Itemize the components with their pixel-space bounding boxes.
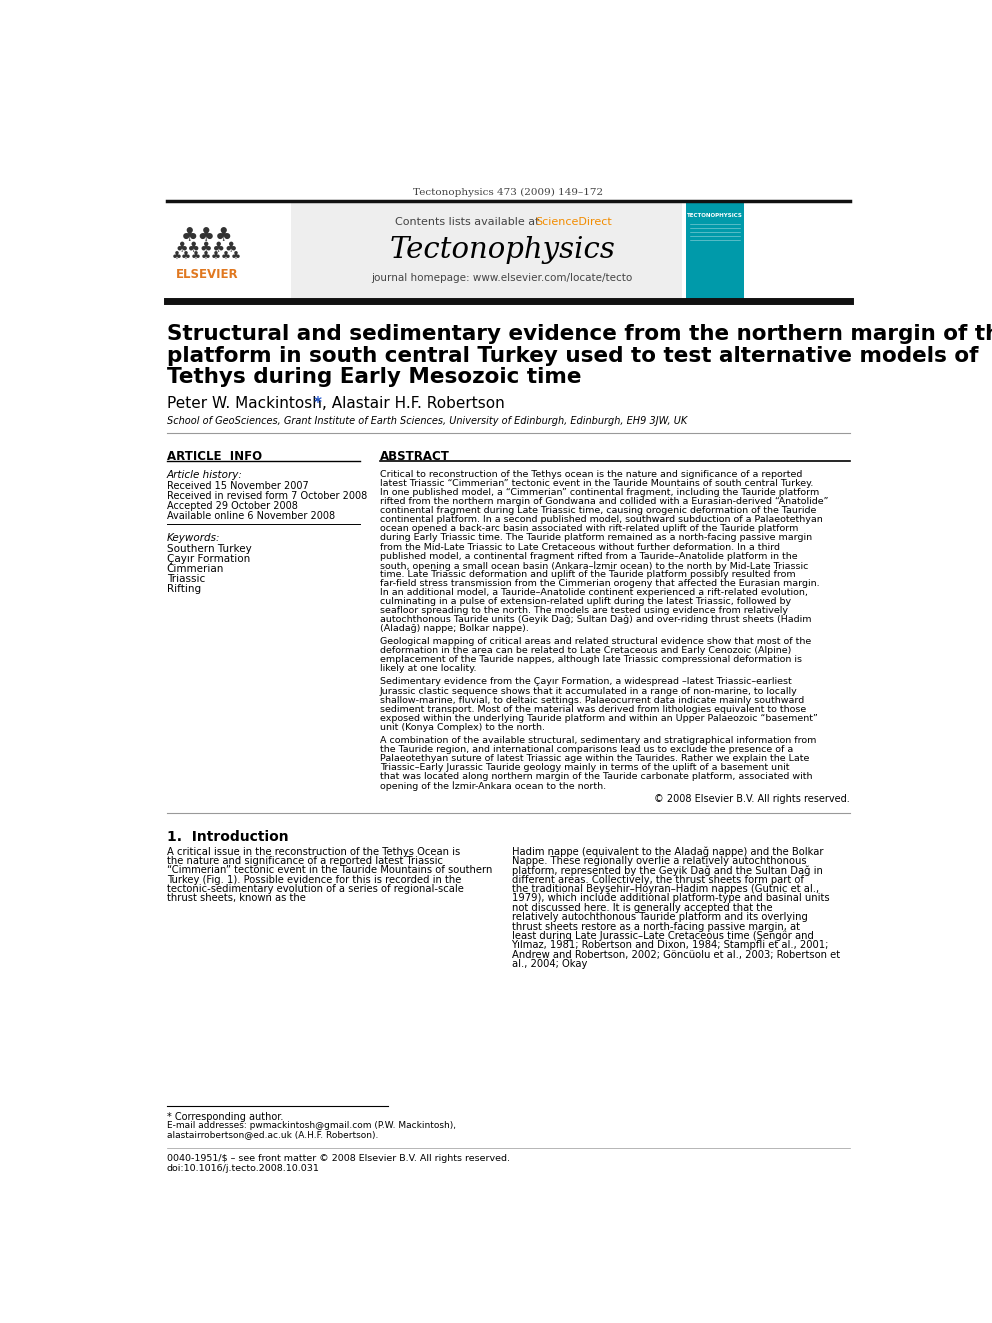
- Bar: [167, 202, 682, 299]
- Text: autochthonous Tauride units (Geyik Dağ; Sultan Dağ) and over-riding thrust sheet: autochthonous Tauride units (Geyik Dağ; …: [380, 615, 811, 624]
- Text: Triassic–Early Jurassic Tauride geology mainly in terms of the uplift of a basem: Triassic–Early Jurassic Tauride geology …: [380, 763, 790, 773]
- Text: Yılmaz, 1981; Robertson and Dixon, 1984; Stampfli et al., 2001;: Yılmaz, 1981; Robertson and Dixon, 1984;…: [512, 941, 829, 950]
- Text: alastairrobertson@ed.ac.uk (A.H.F. Robertson).: alastairrobertson@ed.ac.uk (A.H.F. Rober…: [167, 1130, 378, 1139]
- Text: ARTICLE  INFO: ARTICLE INFO: [167, 450, 262, 463]
- Text: journal homepage: www.elsevier.com/locate/tecto: journal homepage: www.elsevier.com/locat…: [372, 273, 633, 283]
- Text: Peter W. Mackintosh: Peter W. Mackintosh: [167, 396, 326, 411]
- Text: ♣♣♣♣♣♣♣: ♣♣♣♣♣♣♣: [172, 253, 242, 262]
- Bar: [167, 202, 291, 299]
- Text: least during Late Jurassic–Late Cretaceous time (Şengör and: least during Late Jurassic–Late Cretaceo…: [512, 931, 813, 941]
- Text: the Tauride region, and international comparisons lead us to exclude the presenc: the Tauride region, and international co…: [380, 745, 793, 754]
- Text: the traditional Beyşehir–Hoyran–Hadim nappes (Gutnic et al.,: the traditional Beyşehir–Hoyran–Hadim na…: [512, 884, 818, 894]
- Text: platform, represented by the Geyik Dağ and the Sultan Dağ in: platform, represented by the Geyik Dağ a…: [512, 865, 822, 876]
- Text: Jurassic clastic sequence shows that it accumulated in a range of non-marine, to: Jurassic clastic sequence shows that it …: [380, 687, 798, 696]
- Text: A critical issue in the reconstruction of the Tethys Ocean is: A critical issue in the reconstruction o…: [167, 847, 460, 856]
- Text: Accepted 29 October 2008: Accepted 29 October 2008: [167, 500, 298, 511]
- Text: published model, a continental fragment rifted from a Tauride–Anatolide platform: published model, a continental fragment …: [380, 552, 798, 561]
- Text: latest Triassic “Cimmerian” tectonic event in the Tauride Mountains of south cen: latest Triassic “Cimmerian” tectonic eve…: [380, 479, 813, 488]
- Text: “Cimmerian” tectonic event in the Tauride Mountains of southern: “Cimmerian” tectonic event in the Taurid…: [167, 865, 492, 876]
- Text: Palaeotethyan suture of latest Triassic age within the Taurides. Rather we expla: Palaeotethyan suture of latest Triassic …: [380, 754, 809, 763]
- Text: ABSTRACT: ABSTRACT: [380, 450, 449, 463]
- Text: doi:10.1016/j.tecto.2008.10.031: doi:10.1016/j.tecto.2008.10.031: [167, 1164, 319, 1172]
- Text: seafloor spreading to the north. The models are tested using evidence from relat: seafloor spreading to the north. The mod…: [380, 606, 788, 615]
- Text: School of GeoSciences, Grant Institute of Earth Sciences, University of Edinburg: School of GeoSciences, Grant Institute o…: [167, 415, 686, 426]
- Text: thrust sheets, known as the: thrust sheets, known as the: [167, 893, 306, 904]
- Text: Tethys during Early Mesozoic time: Tethys during Early Mesozoic time: [167, 368, 581, 388]
- Text: from the Mid-Late Triassic to Late Cretaceous without further deformation. In a : from the Mid-Late Triassic to Late Creta…: [380, 542, 780, 552]
- Text: not discussed here. It is generally accepted that the: not discussed here. It is generally acce…: [512, 902, 772, 913]
- Text: Critical to reconstruction of the Tethys ocean is the nature and significance of: Critical to reconstruction of the Tethys…: [380, 470, 803, 479]
- Text: time. Late Triassic deformation and uplift of the Tauride platform possibly resu: time. Late Triassic deformation and upli…: [380, 570, 796, 578]
- Text: ocean opened a back-arc basin associated with rift-related uplift of the Tauride: ocean opened a back-arc basin associated…: [380, 524, 799, 533]
- Text: continental platform. In a second published model, southward subduction of a Pal: continental platform. In a second publis…: [380, 515, 822, 524]
- Text: (Aladağ) nappe; Bolkar nappe).: (Aladağ) nappe; Bolkar nappe).: [380, 624, 529, 634]
- Text: 0040-1951/$ – see front matter © 2008 Elsevier B.V. All rights reserved.: 0040-1951/$ – see front matter © 2008 El…: [167, 1155, 510, 1163]
- Text: Southern Turkey: Southern Turkey: [167, 544, 251, 554]
- Text: different areas. Collectively, the thrust sheets form part of: different areas. Collectively, the thrus…: [512, 875, 804, 885]
- Text: during Early Triassic time. The Tauride platform remained as a north-facing pass: during Early Triassic time. The Tauride …: [380, 533, 811, 542]
- Text: * Corresponding author.: * Corresponding author.: [167, 1113, 283, 1122]
- Text: sediment transport. Most of the material was derived from lithologies equivalent: sediment transport. Most of the material…: [380, 705, 806, 713]
- Text: E-mail addresses: pwmackintosh@gmail.com (P.W. Mackintosh),: E-mail addresses: pwmackintosh@gmail.com…: [167, 1122, 455, 1130]
- Text: Çayır Formation: Çayır Formation: [167, 554, 250, 564]
- Text: Received in revised form 7 October 2008: Received in revised form 7 October 2008: [167, 491, 367, 500]
- Text: Sedimentary evidence from the Çayır Formation, a widespread –latest Triassic–ear: Sedimentary evidence from the Çayır Form…: [380, 677, 792, 687]
- Text: Structural and sedimentary evidence from the northern margin of the Tauride: Structural and sedimentary evidence from…: [167, 324, 992, 344]
- Text: opening of the İzmir-Ankara ocean to the north.: opening of the İzmir-Ankara ocean to the…: [380, 781, 606, 791]
- Text: Rifting: Rifting: [167, 583, 200, 594]
- Text: thrust sheets restore as a north-facing passive margin, at: thrust sheets restore as a north-facing …: [512, 922, 800, 931]
- Text: ♣♣♣: ♣♣♣: [181, 226, 233, 245]
- Text: TECTONOPHYSICS: TECTONOPHYSICS: [686, 213, 742, 218]
- Text: © 2008 Elsevier B.V. All rights reserved.: © 2008 Elsevier B.V. All rights reserved…: [655, 794, 850, 804]
- Text: far-field stress transmission from the Cimmerian orogeny that affected the Euras: far-field stress transmission from the C…: [380, 579, 819, 587]
- Text: Geological mapping of critical areas and related structural evidence show that m: Geological mapping of critical areas and…: [380, 638, 811, 646]
- Text: Hadim nappe (equivalent to the Aladağ nappe) and the Bolkar: Hadim nappe (equivalent to the Aladağ na…: [512, 847, 823, 857]
- Text: emplacement of the Tauride nappes, although late Triassic compressional deformat: emplacement of the Tauride nappes, altho…: [380, 655, 802, 664]
- Text: ScienceDirect: ScienceDirect: [535, 217, 611, 226]
- Text: Received 15 November 2007: Received 15 November 2007: [167, 480, 309, 491]
- Text: Turkey (Fig. 1). Possible evidence for this is recorded in the: Turkey (Fig. 1). Possible evidence for t…: [167, 875, 461, 885]
- Text: Tectonophysics: Tectonophysics: [389, 235, 615, 263]
- Text: Keywords:: Keywords:: [167, 533, 220, 542]
- Text: 1979), which include additional platform-type and basinal units: 1979), which include additional platform…: [512, 893, 829, 904]
- Text: A combination of the available structural, sedimentary and stratigraphical infor: A combination of the available structura…: [380, 736, 816, 745]
- Text: deformation in the area can be related to Late Cretaceous and Early Cenozoic (Al: deformation in the area can be related t…: [380, 647, 792, 655]
- Text: In one published model, a “Cimmerian” continental fragment, including the Taurid: In one published model, a “Cimmerian” co…: [380, 488, 819, 497]
- Text: Contents lists available at: Contents lists available at: [395, 217, 544, 226]
- Text: south, opening a small ocean basin (Ankara–İzmir ocean) to the north by Mid-Late: south, opening a small ocean basin (Anka…: [380, 561, 808, 570]
- Text: tectonic-sedimentary evolution of a series of regional-scale: tectonic-sedimentary evolution of a seri…: [167, 884, 463, 894]
- Text: *: *: [313, 396, 321, 411]
- Text: continental fragment during Late Triassic time, causing orogenic deformation of : continental fragment during Late Triassi…: [380, 507, 816, 515]
- Text: unit (Konya Complex) to the north.: unit (Konya Complex) to the north.: [380, 722, 545, 732]
- Bar: [685, 202, 744, 299]
- Text: ♣♣♣♣♣: ♣♣♣♣♣: [176, 241, 238, 255]
- Text: that was located along northern margin of the Tauride carbonate platform, associ: that was located along northern margin o…: [380, 773, 812, 781]
- Text: al., 2004; Okay: al., 2004; Okay: [512, 959, 587, 970]
- Text: In an additional model, a Tauride–Anatolide continent experienced a rift-related: In an additional model, a Tauride–Anatol…: [380, 587, 807, 597]
- Text: Available online 6 November 2008: Available online 6 November 2008: [167, 511, 334, 521]
- Text: rifted from the northern margin of Gondwana and collided with a Eurasian-derived: rifted from the northern margin of Gondw…: [380, 497, 828, 507]
- Text: Triassic: Triassic: [167, 574, 205, 583]
- Text: 1.  Introduction: 1. Introduction: [167, 830, 289, 844]
- Text: Article history:: Article history:: [167, 470, 242, 480]
- Text: likely at one locality.: likely at one locality.: [380, 664, 476, 673]
- Text: the nature and significance of a reported latest Triassic: the nature and significance of a reporte…: [167, 856, 442, 867]
- Text: shallow-marine, fluvial, to deltaic settings. Palaeocurrent data indicate mainly: shallow-marine, fluvial, to deltaic sett…: [380, 696, 804, 705]
- Text: ELSEVIER: ELSEVIER: [176, 267, 238, 280]
- Text: Nappe. These regionally overlie a relatively autochthonous: Nappe. These regionally overlie a relati…: [512, 856, 806, 867]
- Text: Cimmerian: Cimmerian: [167, 564, 224, 574]
- Text: exposed within the underlying Tauride platform and within an Upper Palaeozoic “b: exposed within the underlying Tauride pl…: [380, 714, 817, 722]
- Text: Tectonophysics 473 (2009) 149–172: Tectonophysics 473 (2009) 149–172: [414, 188, 603, 197]
- Text: platform in south central Turkey used to test alternative models of: platform in south central Turkey used to…: [167, 345, 978, 366]
- Text: relatively autochthonous Tauride platform and its overlying: relatively autochthonous Tauride platfor…: [512, 913, 807, 922]
- Text: Andrew and Robertson, 2002; Göncüolu et al., 2003; Robertson et: Andrew and Robertson, 2002; Göncüolu et …: [512, 950, 839, 960]
- Text: , Alastair H.F. Robertson: , Alastair H.F. Robertson: [321, 396, 504, 411]
- Text: culminating in a pulse of extension-related uplift during the latest Triassic, f: culminating in a pulse of extension-rela…: [380, 597, 791, 606]
